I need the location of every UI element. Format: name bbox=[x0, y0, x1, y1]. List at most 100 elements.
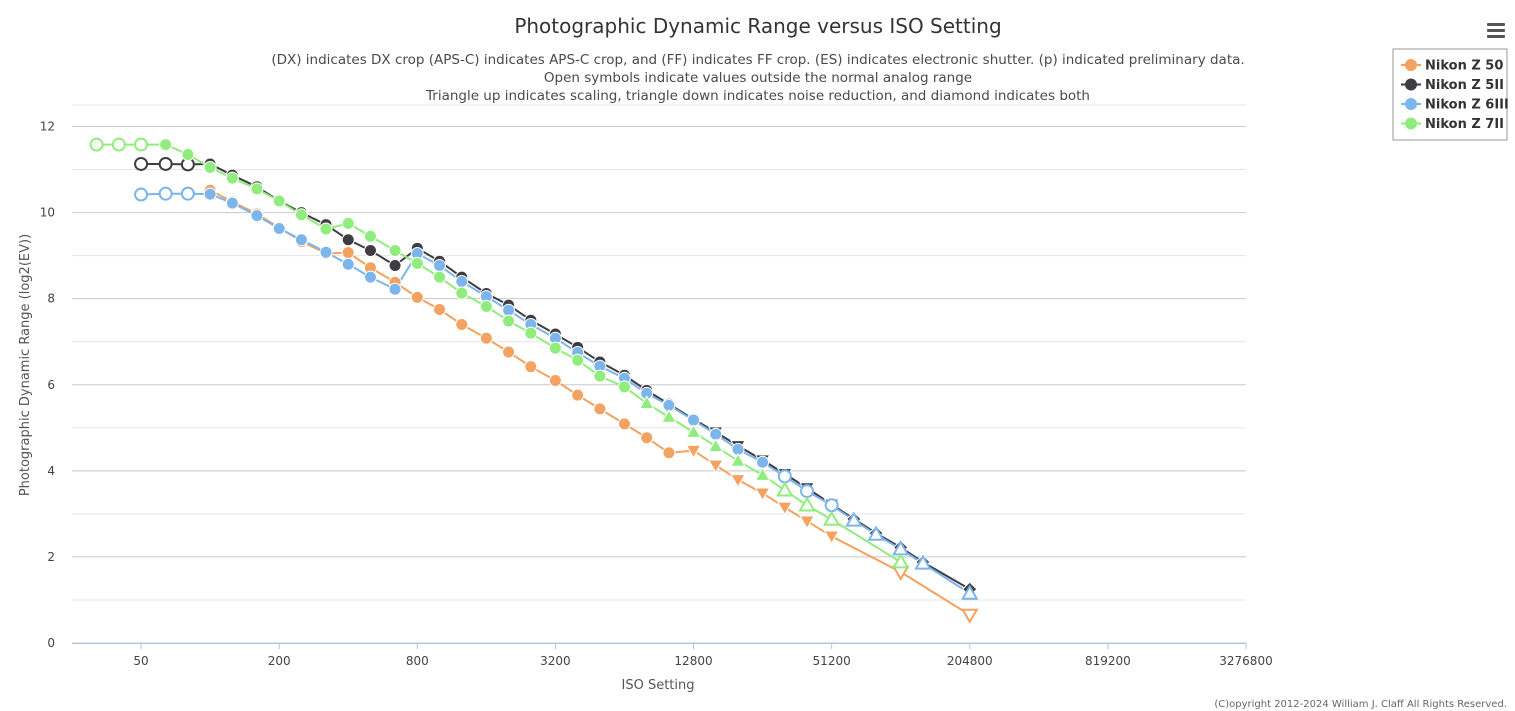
x-tick-label: 200 bbox=[268, 654, 291, 668]
x-tick-label: 819200 bbox=[1085, 654, 1131, 668]
legend-label: Nikon Z 6III bbox=[1425, 98, 1509, 113]
data-point-nikon-z-7ii bbox=[548, 341, 562, 355]
data-point-nikon-z-7ii bbox=[250, 182, 264, 196]
data-point-nikon-z-7ii bbox=[685, 424, 702, 438]
y-tick-label: 0 bbox=[47, 636, 55, 650]
data-point-nikon-z-50 bbox=[707, 459, 724, 474]
data-point-nikon-z-6iii bbox=[845, 511, 863, 527]
data-point-nikon-z-7ii bbox=[798, 496, 816, 512]
legend-item-nikon-z-6iii[interactable]: Nikon Z 6III bbox=[1401, 98, 1509, 113]
data-point-nikon-z-7ii bbox=[159, 138, 173, 152]
data-point-nikon-z-6iii bbox=[294, 233, 308, 247]
data-point-nikon-z-50 bbox=[685, 444, 702, 459]
data-point-nikon-z-6iii bbox=[867, 525, 885, 541]
y-tick-label: 8 bbox=[47, 292, 55, 306]
data-point-nikon-z-7ii bbox=[89, 137, 104, 152]
data-point-nikon-z-6iii bbox=[319, 245, 333, 259]
data-point-nikon-z-7ii bbox=[433, 270, 447, 284]
data-point-nikon-z-7ii bbox=[410, 256, 424, 270]
x-tick-label: 12800 bbox=[674, 654, 712, 668]
x-tick-label: 50 bbox=[133, 654, 148, 668]
legend-swatch-marker bbox=[1405, 78, 1417, 91]
data-point-nikon-z-7ii bbox=[776, 481, 794, 497]
data-point-nikon-z-6iii bbox=[800, 484, 815, 499]
y-tick-label: 2 bbox=[47, 550, 55, 564]
x-tick-label: 3276800 bbox=[1219, 654, 1272, 668]
y-tick-label: 12 bbox=[40, 120, 55, 134]
data-point-nikon-z-7ii bbox=[593, 369, 607, 383]
series-line-nikon-z-6iii bbox=[140, 192, 971, 595]
x-tick-label: 3200 bbox=[540, 654, 571, 668]
data-point-nikon-z-6iii bbox=[824, 498, 839, 513]
data-point-nikon-z-50 bbox=[823, 530, 840, 545]
data-point-nikon-z-7ii bbox=[754, 467, 771, 481]
data-point-nikon-z-7ii bbox=[617, 380, 631, 394]
data-point-nikon-z-7ii bbox=[730, 452, 746, 467]
data-point-nikon-z-7ii bbox=[134, 137, 149, 152]
data-point-nikon-z-6iii bbox=[158, 186, 173, 201]
data-point-nikon-z-50 bbox=[502, 345, 516, 359]
x-axis-label: ISO Setting bbox=[622, 678, 695, 693]
data-point-nikon-z-50 bbox=[640, 431, 654, 445]
data-point-nikon-z-50 bbox=[754, 487, 771, 502]
legend-label: Nikon Z 7II bbox=[1425, 117, 1504, 132]
chart-title: Photographic Dynamic Range versus ISO Se… bbox=[514, 14, 1001, 38]
data-point-nikon-z-7ii bbox=[638, 395, 655, 410]
series-markers-nikon-z-6iii bbox=[134, 186, 979, 600]
data-point-nikon-z-6iii bbox=[433, 259, 447, 273]
legend-swatch-marker bbox=[1405, 117, 1417, 130]
legend: Nikon Z 50 Nikon Z 5II Nikon Z 6III Nikon Z… bbox=[1392, 48, 1509, 141]
data-point-nikon-z-7ii bbox=[661, 409, 677, 423]
data-point-nikon-z-50 bbox=[433, 302, 447, 316]
series-lines bbox=[95, 143, 971, 616]
data-point-nikon-z-50 bbox=[479, 331, 493, 345]
chart-subtitle-line-1: (DX) indicates DX crop (APS-C) indicates… bbox=[271, 52, 1244, 68]
legend-item-nikon-z-7ii[interactable]: Nikon Z 7II bbox=[1401, 117, 1504, 132]
data-point-nikon-z-6iii bbox=[272, 222, 286, 236]
hamburger-menu-icon[interactable] bbox=[1480, 18, 1512, 42]
data-point-nikon-z-5ii bbox=[341, 233, 355, 247]
data-point-nikon-z-6iii bbox=[961, 584, 979, 600]
data-point-nikon-z-6iii bbox=[180, 186, 195, 201]
data-point-nikon-z-7ii bbox=[891, 553, 910, 569]
chart-subtitle-line-2: Open symbols indicate values outside the… bbox=[544, 70, 972, 86]
data-point-nikon-z-5ii bbox=[134, 156, 149, 171]
data-point-nikon-z-50 bbox=[593, 402, 607, 416]
legend-item-nikon-z-50[interactable]: Nikon Z 50 bbox=[1401, 59, 1503, 74]
data-point-nikon-z-7ii bbox=[111, 137, 126, 152]
legend-label: Nikon Z 5II bbox=[1425, 78, 1504, 93]
y-tick-label: 6 bbox=[47, 378, 55, 392]
x-tick-label: 51200 bbox=[813, 654, 851, 668]
y-axis-label: Photographic Dynamic Range (log2(EV)) bbox=[18, 234, 33, 496]
legend-label: Nikon Z 50 bbox=[1425, 59, 1503, 74]
data-point-nikon-z-6iii bbox=[225, 196, 239, 210]
grid-lines bbox=[72, 104, 1246, 644]
data-point-nikon-z-6iii bbox=[777, 469, 792, 484]
data-point-nikon-z-50 bbox=[776, 501, 793, 516]
y-tick-label: 4 bbox=[47, 464, 55, 478]
y-tick-label: 10 bbox=[40, 206, 55, 220]
data-point-nikon-z-7ii bbox=[502, 314, 516, 328]
data-point-nikon-z-6iii bbox=[250, 209, 264, 223]
data-point-nikon-z-7ii bbox=[225, 171, 239, 185]
data-point-nikon-z-50 bbox=[455, 318, 469, 332]
legend-swatch-marker bbox=[1405, 98, 1417, 110]
x-tick-label: 204800 bbox=[947, 654, 993, 668]
data-point-nikon-z-50 bbox=[524, 360, 538, 374]
data-point-nikon-z-6iii bbox=[756, 455, 770, 469]
series-markers-nikon-z-7ii bbox=[89, 137, 910, 569]
chart-subtitle-line-3: Triangle up indicates scaling, triangle … bbox=[425, 88, 1090, 104]
data-point-nikon-z-50 bbox=[730, 474, 746, 488]
data-point-nikon-z-50 bbox=[891, 565, 910, 581]
data-point-nikon-z-7ii bbox=[341, 216, 355, 230]
data-point-nikon-z-7ii bbox=[479, 299, 493, 313]
data-point-nikon-z-7ii bbox=[388, 243, 402, 257]
data-point-nikon-z-7ii bbox=[707, 438, 724, 453]
data-point-nikon-z-50 bbox=[799, 515, 815, 530]
data-point-nikon-z-50 bbox=[410, 290, 424, 304]
data-point-nikon-z-50 bbox=[961, 608, 979, 625]
legend-item-nikon-z-5ii[interactable]: Nikon Z 5II bbox=[1401, 78, 1504, 93]
data-point-nikon-z-5ii bbox=[388, 259, 402, 273]
data-point-nikon-z-6iii bbox=[914, 554, 932, 570]
